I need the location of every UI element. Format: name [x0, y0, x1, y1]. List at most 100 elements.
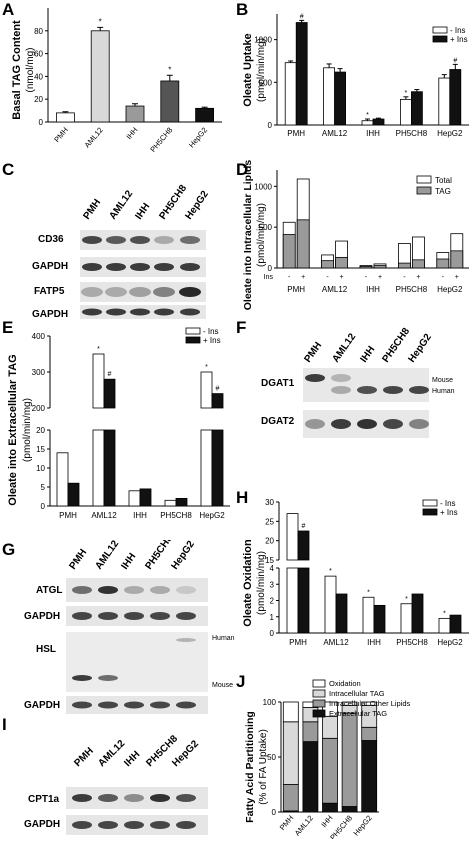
d-ins-sign: -: [403, 274, 406, 281]
h-xtick-label: PMH: [289, 638, 307, 647]
d-ytick-label: 0: [268, 264, 273, 273]
legend-label-e-plus-ins: + Ins: [203, 336, 221, 345]
d-xtick-label: AML12: [322, 285, 348, 294]
blot-c-band: [106, 236, 126, 244]
d-ins-sign: +: [301, 274, 305, 281]
j-legend-swatch: [312, 679, 326, 688]
d-ins-sign: -: [326, 274, 329, 281]
blot-i-row-gapdh: GAPDH: [24, 819, 60, 830]
blot-g-band: [124, 701, 144, 709]
blot-i-band: [176, 794, 196, 802]
e-bar-upper: [92, 353, 105, 409]
b-ytick-label: 1000: [254, 36, 272, 45]
d-xtick-label: PH5CH8: [396, 285, 428, 294]
legend-label-h-plus-ins: + Ins: [440, 508, 458, 517]
panel-a-yunit: (nmol/mg): [25, 47, 36, 92]
blot-g-row-gapdh-1: GAPDH: [24, 611, 60, 622]
blot-c-band: [106, 263, 126, 271]
d-bar-tag: [282, 234, 296, 269]
blot-g-lane-ihh: IHH: [119, 551, 138, 571]
blot-f-row-dgat2: DGAT2: [261, 416, 295, 427]
h-ytick-label: 30: [265, 498, 274, 507]
blot-f-band: [305, 374, 325, 382]
d-ins-sign: +: [340, 274, 344, 281]
blot-g-band: [150, 586, 170, 594]
blot-f-band: [331, 386, 351, 394]
a-xtick-label: PMH: [52, 126, 70, 145]
panel-g-blot: PMH AML12 IHH PH5CH8 HepG2 ATGL GAPDH HS…: [0, 533, 236, 715]
panel-letter-a: A: [2, 0, 15, 19]
h-bar-upper: [297, 530, 310, 561]
a-xtick-label: AML12: [83, 126, 105, 150]
panel-h-yunit: (pmol/min/mg): [256, 551, 267, 615]
e-xtick-label: HepG2: [199, 511, 225, 520]
blot-f-band: [409, 386, 429, 394]
e-sig-mark: #: [216, 386, 220, 393]
j-legend-label: Intracellular Other Lipids: [329, 699, 411, 708]
b-sig-mark: #: [300, 13, 304, 20]
e-ytick-label: 10: [36, 464, 45, 473]
j-bar-segment: [322, 701, 338, 717]
b-bar: [295, 22, 308, 126]
blot-f-side-mouse: Mouse: [432, 377, 453, 384]
blot-c-band: [130, 308, 150, 316]
e-xtick-label: AML12: [91, 511, 117, 520]
j-bar-segment: [322, 737, 338, 804]
h-bar: [438, 617, 451, 634]
a-ytick-label: 40: [34, 72, 43, 81]
d-bar-tag: [335, 256, 348, 269]
j-xtick-label: PMH: [278, 814, 296, 833]
e-bar-upper: [103, 378, 116, 409]
e-bar-lower: [211, 429, 224, 507]
h-bar-upper: [286, 513, 299, 561]
j-legend-label: Intracellular TAG: [329, 689, 385, 698]
blot-f-lane-hepg2: HepG2: [406, 332, 434, 365]
panel-e-chart: Oleate into Extracellular TAG (pmol/min/…: [7, 327, 230, 520]
e-bar: [67, 482, 80, 507]
blot-i-band: [124, 794, 144, 802]
e-xtick-label: PH5CH8: [160, 511, 192, 520]
h-bar: [411, 593, 424, 634]
blot-c-band: [106, 308, 126, 316]
e-bar: [175, 497, 188, 507]
blot-f-band: [331, 419, 351, 429]
h-ytick-label: 3: [270, 580, 275, 589]
b-bar: [323, 67, 335, 126]
blot-g-band: [124, 586, 144, 594]
d-bar-tag: [321, 260, 334, 269]
blot-c-band: [154, 308, 174, 316]
d-bar-tag: [436, 258, 450, 269]
h-ytick-label: 0: [270, 629, 275, 638]
d-bar-tag: [296, 219, 310, 269]
e-bar-upper: [200, 371, 213, 409]
a-bar: [125, 105, 145, 123]
panel-b-yunit: (pmol/min/mg): [256, 38, 267, 102]
a-xtick-label: HepG2: [187, 126, 209, 150]
blot-c-band: [130, 236, 150, 244]
b-sig-mark: #: [453, 57, 457, 64]
j-ytick-label: 100: [263, 698, 277, 707]
j-bar-segment: [282, 701, 299, 723]
j-ytick-label: 0: [272, 808, 277, 817]
h-bar-lower: [297, 567, 310, 634]
d-xtick-label: IHH: [366, 285, 380, 294]
blot-c-band: [82, 308, 102, 316]
h-bar: [449, 614, 462, 634]
blot-c-band: [129, 287, 151, 297]
b-xtick-label: HepG2: [437, 129, 463, 138]
h-sig-mark: *: [443, 610, 446, 617]
legend-swatch-e-plus-ins: [185, 336, 201, 344]
e-bar: [56, 452, 69, 507]
h-ytick-label: 2: [270, 597, 275, 606]
blot-g-band: [98, 675, 118, 681]
panel-letter-j: J: [236, 672, 246, 691]
blot-g-row-atgl: ATGL: [36, 585, 62, 596]
legend-label-e-minus-ins: - Ins: [203, 327, 219, 336]
j-legend-label: Oxidation: [329, 679, 361, 688]
j-legend-label: Extracellular TAG: [329, 709, 387, 718]
d-ins-sign: +: [416, 274, 420, 281]
blot-c-row-gapdh-2: GAPDH: [32, 309, 68, 320]
blot-c-band: [82, 263, 102, 271]
e-bar-lower: [200, 429, 213, 507]
blot-c-band: [180, 308, 200, 316]
